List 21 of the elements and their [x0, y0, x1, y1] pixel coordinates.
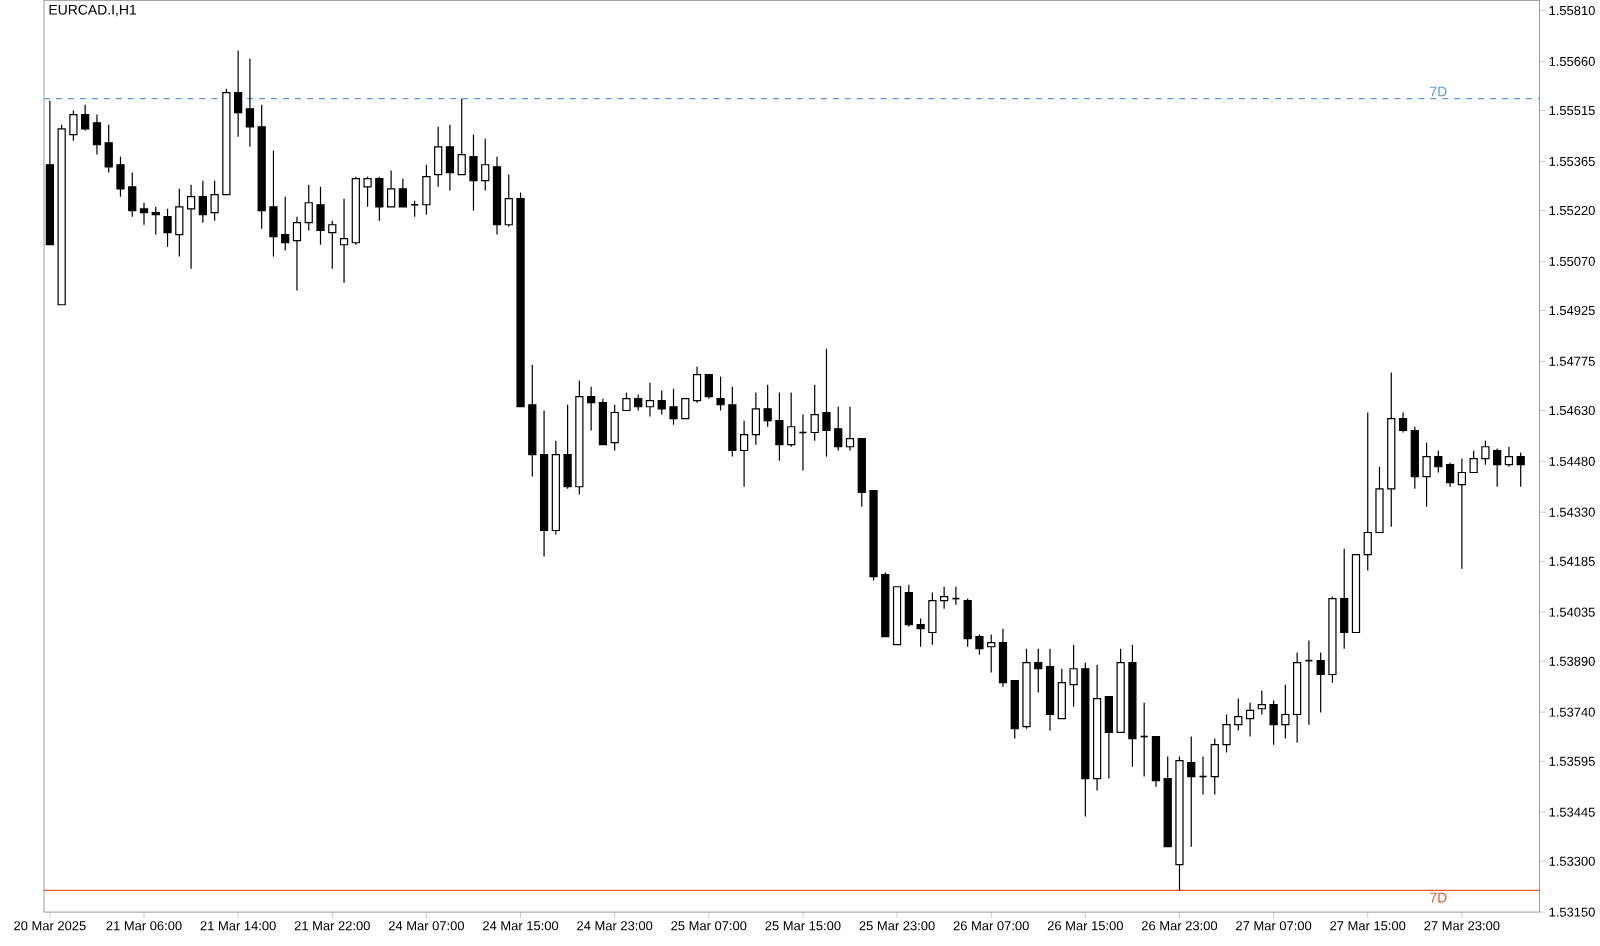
candlestick	[845, 406, 855, 452]
candlestick	[292, 215, 302, 292]
candlestick	[1045, 648, 1055, 732]
candlestick	[151, 206, 160, 236]
candlestick	[398, 178, 408, 208]
candlestick	[704, 373, 713, 400]
candlestick	[339, 198, 349, 284]
candlestick	[1516, 451, 1525, 488]
candlestick	[186, 184, 196, 270]
candlestick	[1151, 735, 1161, 788]
candlestick	[692, 366, 702, 404]
candlestick	[1245, 702, 1255, 738]
candlestick	[422, 164, 431, 216]
candlestick	[92, 113, 102, 156]
candlestick	[645, 382, 655, 418]
candlestick	[445, 124, 455, 192]
candlestick	[1504, 446, 1514, 468]
candlestick	[434, 126, 443, 188]
candlestick	[139, 202, 149, 226]
candlestick	[1398, 411, 1408, 434]
candlestick	[998, 628, 1008, 688]
